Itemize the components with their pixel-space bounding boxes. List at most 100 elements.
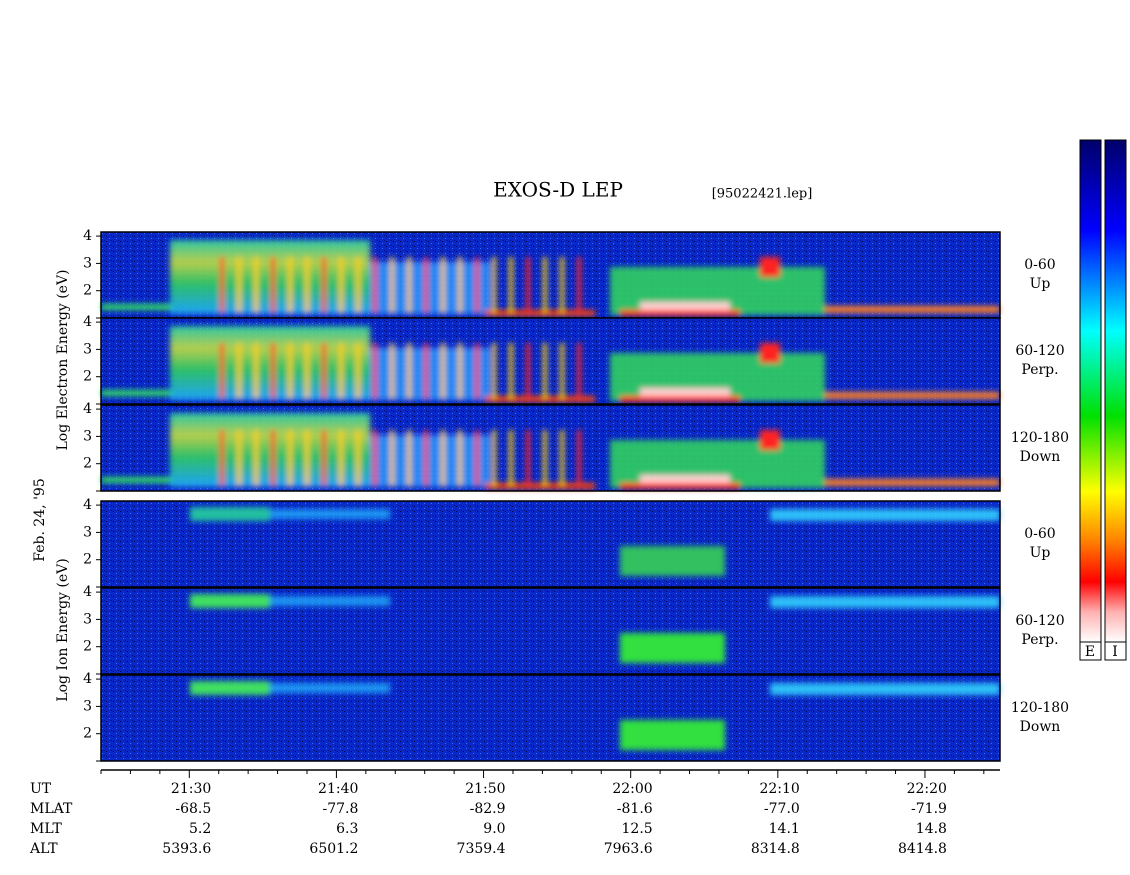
panel-frame	[100, 587, 1001, 675]
feature	[373, 257, 377, 313]
panel-label: 60-120	[1015, 613, 1064, 629]
feature	[254, 343, 258, 399]
table-cell: -77.0	[764, 801, 800, 817]
feature	[770, 509, 1000, 521]
spectrogram-features	[190, 507, 1000, 576]
row-name: MLT	[30, 821, 62, 837]
feature	[770, 596, 1000, 608]
feature	[475, 430, 479, 486]
feature	[485, 483, 595, 489]
feature	[458, 257, 462, 313]
title: EXOS-D LEP	[493, 178, 623, 202]
y-tick-label: 4	[83, 671, 92, 687]
feature	[271, 430, 275, 486]
feature	[356, 343, 360, 399]
feature	[101, 304, 171, 310]
table-cell: 5.2	[189, 821, 211, 837]
feature	[101, 390, 171, 396]
x-tick-label: 22:00	[612, 781, 652, 797]
feature	[543, 343, 547, 399]
feature	[170, 240, 370, 314]
feature	[526, 343, 530, 399]
table-cell: 8414.8	[898, 841, 947, 857]
feature	[424, 343, 428, 399]
feature	[254, 257, 258, 313]
feature	[270, 596, 390, 606]
feature	[270, 683, 390, 693]
table-cell: 6501.2	[309, 841, 358, 857]
y-tick-label: 4	[83, 497, 92, 513]
table-cell: -82.9	[470, 801, 506, 817]
feature	[492, 430, 496, 486]
feature	[509, 343, 513, 399]
table-cell: -68.5	[175, 801, 211, 817]
colorbar-label: E	[1085, 644, 1095, 660]
feature	[620, 483, 740, 489]
panel-label: Perp.	[1021, 632, 1058, 648]
y-tick-label: 3	[83, 698, 92, 714]
panel-label: Perp.	[1021, 362, 1058, 378]
y-tick-label: 2	[83, 639, 92, 655]
feature	[485, 396, 595, 402]
panel-label: Up	[1030, 545, 1051, 561]
panel-label: 0-60	[1024, 257, 1055, 273]
feature	[288, 430, 292, 486]
feature	[288, 257, 292, 313]
feature	[620, 396, 740, 402]
feature	[170, 413, 370, 487]
feature	[407, 257, 411, 313]
spectrogram-features	[101, 240, 1000, 316]
panel-label: Down	[1020, 449, 1061, 465]
feature	[220, 343, 224, 399]
feature	[441, 257, 445, 313]
file-label: [95022421.lep]	[712, 187, 813, 202]
panel-label: 0-60	[1024, 526, 1055, 542]
y-tick-label: 2	[83, 552, 92, 568]
x-tick-label: 22:20	[907, 781, 947, 797]
feature	[322, 257, 326, 313]
feature	[509, 257, 513, 313]
feature	[485, 310, 595, 316]
table-cell: 6.3	[336, 821, 358, 837]
y-tick-label: 4	[83, 228, 92, 244]
feature	[390, 257, 394, 313]
ion-axis-label: Log Ion Energy (eV)	[55, 558, 71, 701]
x-tick-label: 21:30	[171, 781, 211, 797]
colorbar-i	[1104, 139, 1127, 643]
feature	[475, 257, 479, 313]
y-tick-label: 4	[83, 584, 92, 600]
table-cell: -77.8	[323, 801, 359, 817]
feature	[390, 430, 394, 486]
date-label: Feb. 24, '95	[32, 478, 48, 561]
spectrogram-features	[101, 326, 1000, 402]
feature	[220, 257, 224, 313]
feature	[577, 257, 581, 313]
table-cell: 12.5	[622, 821, 653, 837]
panel-frame	[100, 404, 1001, 492]
x-tick-label: 21:40	[318, 781, 358, 797]
table-cell: -81.6	[617, 801, 653, 817]
feature	[370, 348, 490, 400]
panel-label: Down	[1020, 719, 1061, 735]
feature	[760, 343, 780, 363]
feature	[190, 507, 270, 521]
feature	[254, 430, 258, 486]
feature	[509, 430, 513, 486]
feature	[560, 430, 564, 486]
spectrogram-features	[190, 681, 1000, 750]
feature	[458, 343, 462, 399]
y-tick-label: 2	[83, 283, 92, 299]
feature	[370, 435, 490, 487]
feature	[760, 430, 780, 450]
feature	[492, 343, 496, 399]
feature	[577, 430, 581, 486]
row-name: MLAT	[30, 801, 73, 817]
panel-label: 120-180	[1011, 430, 1069, 446]
feature	[640, 302, 730, 312]
y-tick-label: 3	[83, 255, 92, 271]
feature	[640, 388, 730, 398]
feature	[620, 310, 740, 316]
feature	[305, 343, 309, 399]
table-cell: 9.0	[483, 821, 505, 837]
